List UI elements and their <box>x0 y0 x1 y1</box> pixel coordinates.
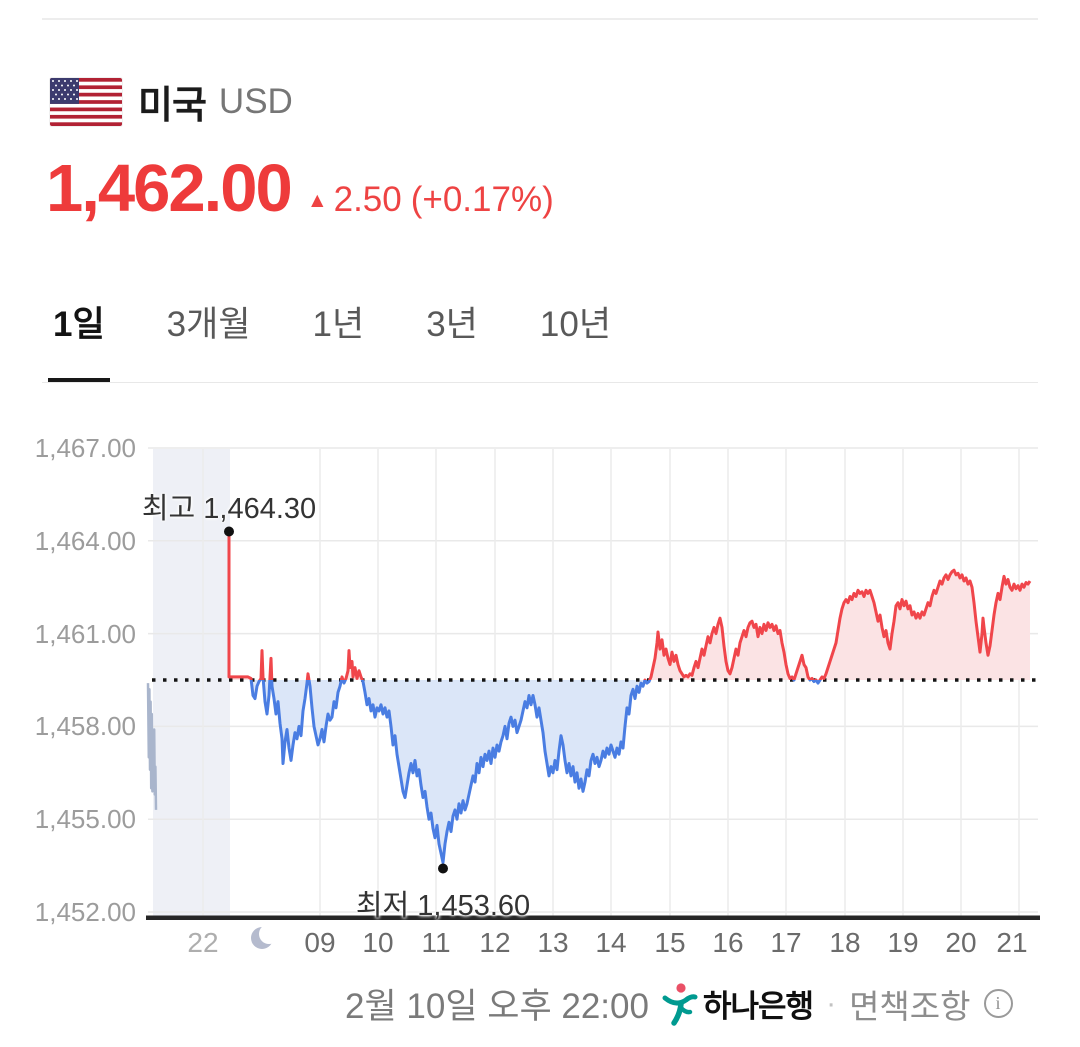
tabs-divider <box>42 382 1038 383</box>
tab-1일[interactable]: 1일 <box>48 303 110 383</box>
info-icon[interactable]: i <box>983 989 1013 1018</box>
x-axis-tick-14: 14 <box>595 927 627 958</box>
chart-footer: 2월 10일 오후 22:00 하나은행 · 면책조항 i <box>345 978 1013 1029</box>
period-tabs: 1일 3개월 1년 3년 10년 <box>48 303 616 383</box>
footer-separator: · <box>826 986 837 1020</box>
hana-bank-logo: 하나은행 <box>662 981 814 1026</box>
x-axis-tick-11: 11 <box>421 927 451 958</box>
us-flag-icon <box>50 77 122 126</box>
low-annotation: 최저 1,453.60 <box>355 889 531 922</box>
x-axis-tick-09: 09 <box>304 927 336 958</box>
tab-3개월[interactable]: 3개월 <box>166 305 251 344</box>
tab-1년[interactable]: 1년 <box>312 305 365 344</box>
x-axis-tick-16: 16 <box>712 927 744 958</box>
price-change: ▲ 2.50 (+0.17%) <box>307 180 554 220</box>
x-axis-tick-22: 22 <box>187 927 219 958</box>
currency-code: USD <box>218 81 293 121</box>
change-percent: (+0.17%) <box>410 180 554 219</box>
x-axis-tick-12: 12 <box>479 927 511 958</box>
x-axis-tick-20: 20 <box>945 927 977 958</box>
x-axis-tick-15: 15 <box>654 927 686 958</box>
current-price: 1,462.00 <box>46 151 293 226</box>
up-arrow-icon: ▲ <box>306 189 328 212</box>
x-axis-tick-18: 18 <box>829 927 861 958</box>
tab-3년[interactable]: 3년 <box>426 305 478 344</box>
x-axis-tick-21: 21 <box>996 927 1028 958</box>
source-bank-name: 하나은행 <box>702 989 814 1024</box>
country-name: 미국 <box>138 85 207 127</box>
high-annotation: 최고 1,464.30 <box>141 492 317 525</box>
y-axis-tick: 1,452.00 <box>34 897 136 927</box>
y-axis-tick: 1,458.00 <box>34 711 136 742</box>
y-axis-tick: 1,467.00 <box>34 433 136 463</box>
y-axis-tick: 1,455.00 <box>34 804 136 835</box>
moon-icon <box>251 925 276 949</box>
y-axis-tick: 1,464.00 <box>34 525 136 556</box>
x-axis-tick-17: 17 <box>770 927 802 958</box>
intraday-chart[interactable]: 1,467.00 1,464.00 1,461.00 1,458.00 1,455.00… <box>0 400 1080 970</box>
x-axis-tick-10: 10 <box>362 927 394 958</box>
disclaimer-link[interactable]: 면책조항 <box>849 987 971 1025</box>
tab-10년[interactable]: 10년 <box>539 305 612 344</box>
hana-bank-icon <box>662 982 698 1026</box>
top-divider <box>42 18 1038 20</box>
y-axis-tick: 1,461.00 <box>34 618 136 649</box>
change-amount: 2.50 <box>333 180 402 219</box>
quote-timestamp: 2월 10일 오후 22:00 <box>345 987 649 1026</box>
currency-header: 미국 USD <box>50 74 293 129</box>
x-axis-tick-13: 13 <box>537 927 569 958</box>
price-row: 1,462.00 ▲ 2.50 (+0.17%) <box>46 150 554 227</box>
x-axis-tick-19: 19 <box>887 927 919 958</box>
